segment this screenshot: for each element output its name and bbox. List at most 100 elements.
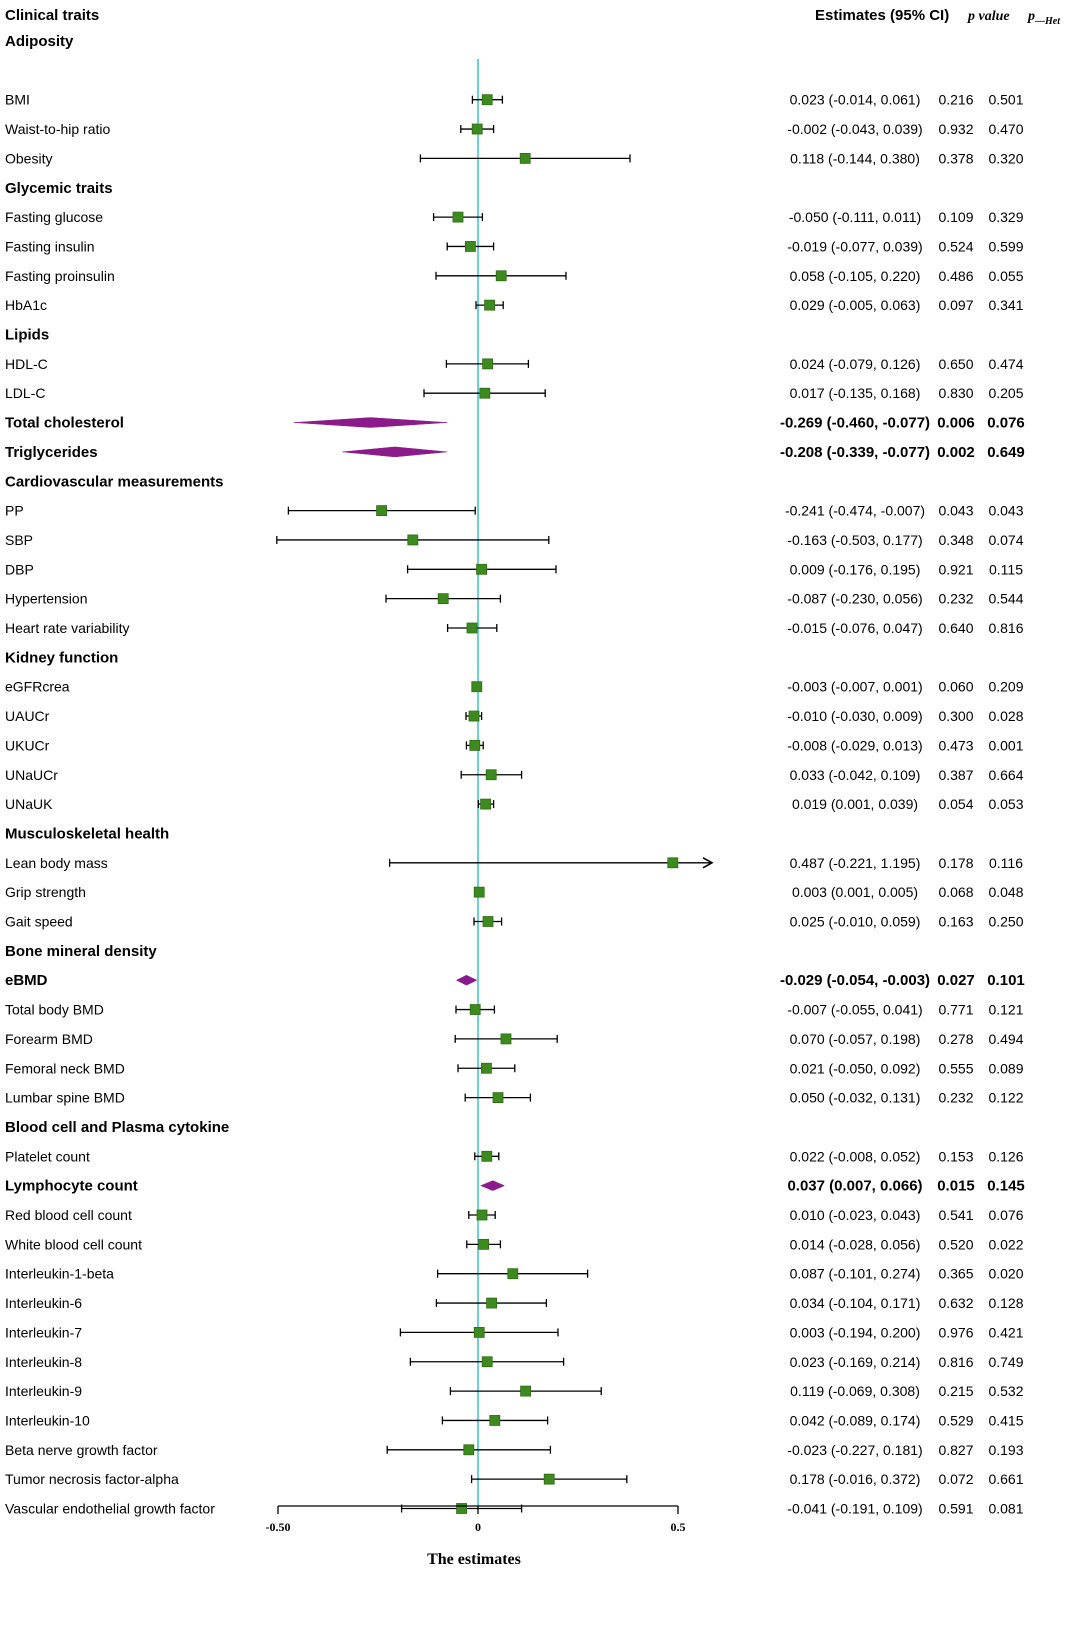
p-het-fasting-insulin: 0.599: [988, 238, 1023, 254]
x-tick-label-0: -0.50: [266, 1520, 291, 1534]
p-het-triglycerides: 0.649: [987, 444, 1025, 461]
trait-label-beta-nerve-growth-factor: Beta nerve growth factor: [5, 1442, 158, 1458]
p-het-interleukin-1-beta: 0.020: [988, 1266, 1023, 1282]
col-header-pvalue: p value: [967, 9, 1010, 24]
p-het-hba1c: 0.341: [988, 297, 1023, 313]
point-estimate-gait-speed: [482, 916, 494, 927]
estimate-ci-waist-to-hip-ratio: -0.002 (-0.043, 0.039): [787, 121, 922, 137]
p-value-fasting-glucose: 0.109: [938, 209, 973, 225]
p-het-hdl-c: 0.474: [988, 356, 1023, 372]
estimate-ci-femoral-neck-bmd: 0.021 (-0.050, 0.092): [790, 1060, 921, 1076]
p-het-pp: 0.043: [988, 503, 1023, 519]
point-estimate-pp: [376, 505, 388, 517]
estimate-ci-grip-strength: 0.003 (0.001, 0.005): [792, 884, 918, 900]
point-estimate-forearm-bmd: [500, 1033, 512, 1045]
p-value-interleukin-10: 0.529: [938, 1412, 973, 1428]
point-estimate-unaucr: [485, 769, 497, 781]
estimate-ci-interleukin-8: 0.023 (-0.169, 0.214): [790, 1354, 921, 1370]
point-estimate-dbp: [476, 563, 488, 575]
group-header-blood-cell-and-plasma-cytokine: Blood cell and Plasma cytokine: [5, 1119, 229, 1136]
trait-label-dbp: DBP: [5, 561, 34, 577]
p-het-interleukin-10: 0.415: [988, 1412, 1023, 1428]
col-header-phet: p—Het: [1027, 9, 1061, 27]
estimate-ci-red-blood-cell-count: 0.010 (-0.023, 0.043): [790, 1207, 921, 1223]
estimate-ci-uaucr: -0.010 (-0.030, 0.009): [787, 708, 922, 724]
trait-label-fasting-proinsulin: Fasting proinsulin: [5, 268, 115, 284]
p-value-total-cholesterol: 0.006: [937, 415, 975, 432]
p-het-obesity: 0.320: [988, 150, 1023, 166]
p-value-sbp: 0.348: [938, 532, 973, 548]
p-value-ukucr: 0.473: [938, 737, 973, 753]
p-het-gait-speed: 0.250: [988, 914, 1023, 930]
p-value-white-blood-cell-count: 0.520: [938, 1236, 973, 1252]
p-value-gait-speed: 0.163: [938, 914, 973, 930]
trait-label-hypertension: Hypertension: [5, 591, 88, 607]
trait-label-egfrcrea: eGFRcrea: [5, 679, 70, 695]
x-axis: -0.50 0 0.5 The estimates: [266, 1505, 686, 1568]
col-header-phet-base: p: [1027, 9, 1035, 24]
estimate-ci-tumor-necrosis-factor-alpha: 0.178 (-0.016, 0.372): [790, 1471, 921, 1487]
trait-label-vascular-endothelial-growth-factor: Vascular endothelial growth factor: [5, 1501, 215, 1517]
estimate-ci-total-body-bmd: -0.007 (-0.055, 0.041): [787, 1002, 922, 1018]
p-value-hba1c: 0.097: [938, 297, 973, 313]
trait-label-interleukin-6: Interleukin-6: [5, 1295, 82, 1311]
p-het-total-body-bmd: 0.121: [988, 1002, 1023, 1018]
trait-label-lumbar-spine-bmd: Lumbar spine BMD: [5, 1090, 125, 1106]
estimate-ci-interleukin-1-beta: 0.087 (-0.101, 0.274): [790, 1266, 921, 1282]
p-het-dbp: 0.115: [989, 561, 1023, 577]
point-estimate-platelet-count: [481, 1150, 493, 1162]
estimate-ci-bmi: 0.023 (-0.014, 0.061): [790, 92, 921, 108]
trait-label-fasting-insulin: Fasting insulin: [5, 238, 95, 254]
trait-label-forearm-bmd: Forearm BMD: [5, 1031, 93, 1047]
trait-label-unauk: UNaUK: [5, 796, 53, 812]
p-value-beta-nerve-growth-factor: 0.827: [938, 1442, 973, 1458]
point-estimate-lumbar-spine-bmd: [492, 1092, 504, 1103]
p-value-interleukin-9: 0.215: [938, 1383, 973, 1399]
trait-label-obesity: Obesity: [5, 150, 52, 166]
p-het-red-blood-cell-count: 0.076: [988, 1207, 1023, 1223]
point-estimate-uaucr: [468, 710, 480, 722]
group-header-kidney-function: Kidney function: [5, 649, 118, 666]
p-het-uaucr: 0.028: [988, 708, 1023, 724]
estimate-ci-lumbar-spine-bmd: 0.050 (-0.032, 0.131): [790, 1090, 921, 1106]
point-estimate-interleukin-7: [473, 1327, 485, 1338]
p-value-ldl-c: 0.830: [938, 385, 973, 401]
p-het-hypertension: 0.544: [988, 591, 1023, 607]
estimate-ci-interleukin-10: 0.042 (-0.089, 0.174): [790, 1412, 921, 1428]
trait-label-heart-rate-variability: Heart rate variability: [5, 620, 130, 636]
group-header-adiposity: Adiposity: [5, 33, 74, 50]
trait-label-total-body-bmd: Total body BMD: [5, 1002, 104, 1018]
pooled-diamond-total-cholesterol: [293, 417, 448, 428]
estimate-ci-white-blood-cell-count: 0.014 (-0.028, 0.056): [790, 1236, 921, 1252]
trait-label-triglycerides: Triglycerides: [5, 444, 98, 461]
estimate-ci-interleukin-9: 0.119 (-0.069, 0.308): [790, 1383, 920, 1399]
group-header-bone-mineral-density: Bone mineral density: [5, 943, 157, 960]
col-header-traits: Clinical traits: [5, 7, 99, 24]
point-estimate-total-body-bmd: [469, 1004, 481, 1015]
estimate-ci-ukucr: -0.008 (-0.029, 0.013): [787, 737, 922, 753]
estimate-ci-lymphocyte-count: 0.037 (0.007, 0.066): [787, 1178, 922, 1195]
estimate-ci-dbp: 0.009 (-0.176, 0.195): [790, 561, 921, 577]
trait-label-ebmd: eBMD: [5, 972, 48, 989]
p-het-ebmd: 0.101: [987, 972, 1025, 989]
pooled-diamond-triglycerides: [342, 446, 448, 458]
p-value-pp: 0.043: [938, 503, 973, 519]
p-value-interleukin-8: 0.816: [938, 1354, 973, 1370]
estimate-ci-fasting-insulin: -0.019 (-0.077, 0.039): [787, 238, 922, 254]
trait-label-waist-to-hip-ratio: Waist-to-hip ratio: [5, 121, 111, 137]
point-estimate-hba1c: [484, 299, 496, 311]
p-het-sbp: 0.074: [988, 532, 1023, 548]
trait-label-ldl-c: LDL-C: [5, 385, 45, 401]
estimate-ci-triglycerides: -0.208 (-0.339, -0.077): [780, 444, 930, 461]
p-value-obesity: 0.378: [938, 150, 973, 166]
trait-label-lymphocyte-count: Lymphocyte count: [5, 1178, 138, 1195]
pooled-diamond-ebmd: [455, 974, 478, 986]
trait-label-white-blood-cell-count: White blood cell count: [5, 1236, 142, 1252]
p-value-interleukin-1-beta: 0.365: [938, 1266, 973, 1282]
point-estimate-grip-strength: [473, 886, 485, 898]
p-het-bmi: 0.501: [988, 92, 1023, 108]
estimate-ci-hba1c: 0.029 (-0.005, 0.063): [790, 297, 921, 313]
trait-label-red-blood-cell-count: Red blood cell count: [5, 1207, 132, 1223]
p-value-bmi: 0.216: [938, 92, 973, 108]
estimate-ci-hdl-c: 0.024 (-0.079, 0.126): [790, 356, 921, 372]
